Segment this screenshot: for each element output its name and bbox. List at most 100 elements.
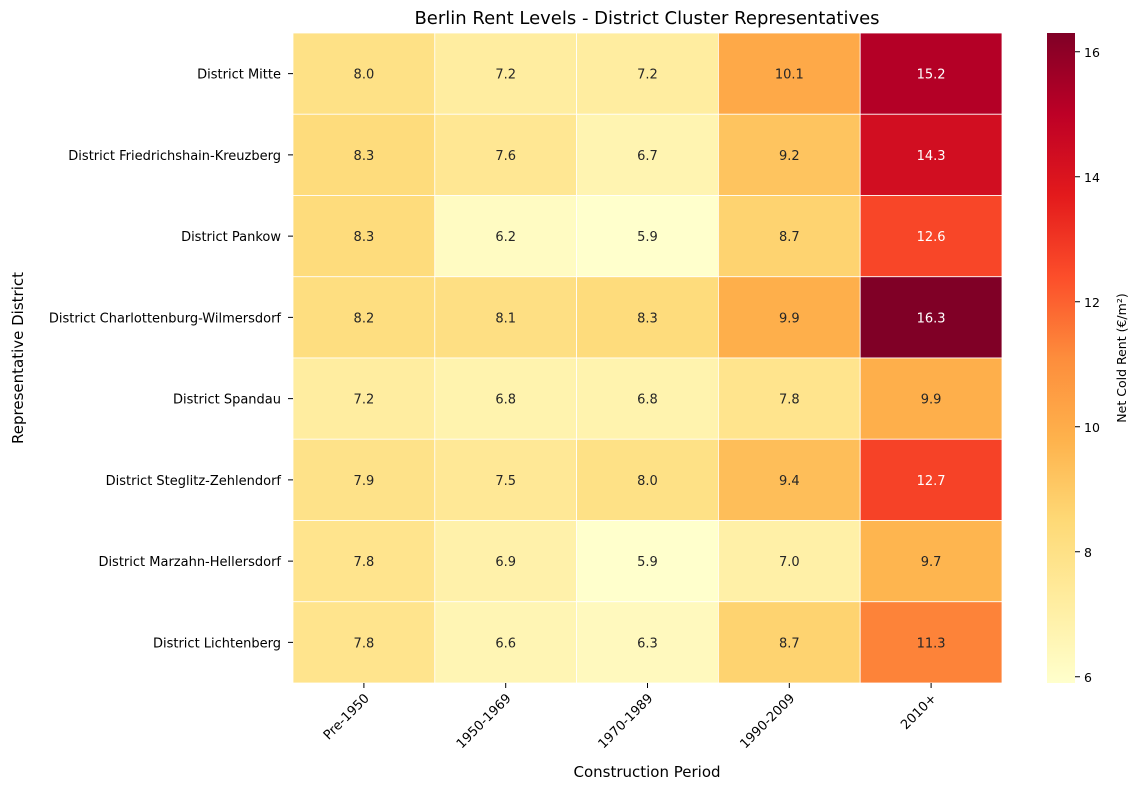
y-tick-label: District Marzahn-Hellersdorf bbox=[98, 555, 281, 570]
cell-value-label: 7.2 bbox=[354, 393, 375, 408]
x-tick-label: 1970-1989 bbox=[596, 691, 657, 752]
cell-value-label: 6.9 bbox=[495, 555, 516, 570]
cell-value-label: 7.5 bbox=[495, 474, 516, 489]
cell-value-label: 9.9 bbox=[921, 393, 942, 408]
y-tick-label: District Spandau bbox=[173, 393, 281, 408]
heatmap-cell bbox=[859, 357, 1003, 440]
heatmap-cell bbox=[434, 276, 577, 359]
cell-value-label: 8.1 bbox=[495, 311, 516, 326]
cell-value-label: 12.6 bbox=[917, 230, 946, 245]
colorbar bbox=[1047, 33, 1075, 683]
heatmap-cell bbox=[859, 195, 1003, 278]
y-tick-label: District Friedrichshain-Kreuzberg bbox=[68, 149, 281, 164]
cell-value-label: 8.0 bbox=[637, 474, 658, 489]
heatmap-cell bbox=[859, 276, 1003, 359]
cell-value-label: 7.0 bbox=[779, 555, 800, 570]
heatmap-cell bbox=[718, 195, 861, 278]
chart-title: Berlin Rent Levels - District Cluster Re… bbox=[414, 8, 879, 29]
heatmap-cells: 8.0 7.2 7.2 10.1 15.2 8.3 7.6 6.7 9.2 14.3 8.3 6.2 5… bbox=[292, 32, 1003, 684]
y-tick-label: District Steglitz-Zehlendorf bbox=[106, 474, 282, 489]
cell-value-label: 9.2 bbox=[779, 149, 800, 164]
cell-value-label: 7.8 bbox=[779, 393, 800, 408]
cell-value-label: 6.6 bbox=[495, 636, 516, 651]
x-tick-label: Pre-1950 bbox=[321, 691, 373, 743]
cell-value-label: 7.8 bbox=[354, 555, 375, 570]
x-axis-label: Construction Period bbox=[573, 763, 720, 781]
colorbar-tick-label: 14 bbox=[1084, 170, 1100, 185]
cell-value-label: 8.3 bbox=[637, 311, 658, 326]
heatmap-cell bbox=[859, 520, 1003, 603]
y-tick-label: District Pankow bbox=[181, 230, 281, 245]
cell-value-label: 7.9 bbox=[354, 474, 375, 489]
heatmap-cell bbox=[859, 601, 1003, 684]
cell-value-label: 7.2 bbox=[637, 68, 658, 83]
heatmap-cell bbox=[434, 32, 577, 115]
cell-value-label: 6.2 bbox=[495, 230, 516, 245]
colorbar-ticks: 6 8 10 12 14 16 bbox=[1075, 45, 1100, 685]
y-tick-label: District Lichtenberg bbox=[153, 636, 281, 651]
cell-value-label: 8.7 bbox=[779, 636, 800, 651]
cell-value-label: 7.8 bbox=[354, 636, 375, 651]
cell-value-label: 7.2 bbox=[495, 68, 516, 83]
heatmap-cell bbox=[292, 357, 436, 440]
cell-value-label: 10.1 bbox=[775, 68, 804, 83]
heatmap-cell bbox=[434, 195, 577, 278]
cell-value-label: 15.2 bbox=[917, 68, 946, 83]
colorbar-tick-label: 6 bbox=[1084, 670, 1092, 685]
heatmap-cell bbox=[718, 32, 861, 115]
heatmap-cell bbox=[576, 276, 719, 359]
cell-value-label: 6.8 bbox=[495, 393, 516, 408]
heatmap-cell bbox=[576, 195, 719, 278]
cell-value-label: 9.9 bbox=[779, 311, 800, 326]
cell-value-label: 8.0 bbox=[354, 68, 375, 83]
heatmap-cell bbox=[434, 357, 577, 440]
colorbar-tick-label: 10 bbox=[1084, 420, 1100, 435]
cell-value-label: 6.7 bbox=[637, 149, 658, 164]
y-tick-label: District Mitte bbox=[197, 68, 281, 83]
y-tick-label: District Charlottenburg-Wilmersdorf bbox=[49, 311, 282, 326]
colorbar-tick-label: 16 bbox=[1084, 45, 1100, 60]
x-tick-label: 2010+ bbox=[898, 691, 940, 733]
heatmap-cell bbox=[576, 438, 719, 521]
cell-value-label: 8.3 bbox=[354, 149, 375, 164]
cell-value-label: 16.3 bbox=[917, 311, 946, 326]
heatmap-cell bbox=[576, 357, 719, 440]
cell-value-label: 6.3 bbox=[637, 636, 658, 651]
colorbar-tick-label: 12 bbox=[1084, 295, 1100, 310]
cell-value-label: 8.2 bbox=[354, 311, 375, 326]
heatmap-cell bbox=[434, 601, 577, 684]
cell-value-label: 9.7 bbox=[921, 555, 942, 570]
heatmap-cell bbox=[718, 601, 861, 684]
heatmap-cell bbox=[718, 438, 861, 521]
cell-value-label: 11.3 bbox=[917, 636, 946, 651]
x-tick-label: 1990-2009 bbox=[737, 691, 798, 752]
heatmap-cell bbox=[859, 438, 1003, 521]
heatmap-cell bbox=[434, 438, 577, 521]
y-axis-ticks: District Mitte District Friedrichshain-Kr… bbox=[49, 68, 293, 651]
heatmap-cell bbox=[292, 601, 436, 684]
x-tick-label: 1950-1969 bbox=[454, 691, 515, 752]
heatmap-cell bbox=[718, 276, 861, 359]
cell-value-label: 5.9 bbox=[637, 555, 658, 570]
cell-value-label: 14.3 bbox=[917, 149, 946, 164]
cell-value-label: 12.7 bbox=[917, 474, 946, 489]
heatmap-cell bbox=[292, 32, 436, 115]
y-axis-label: Representative District bbox=[9, 272, 27, 444]
cell-value-label: 7.6 bbox=[495, 149, 516, 164]
heatmap-cell bbox=[859, 113, 1003, 196]
colorbar-tick-label: 8 bbox=[1084, 545, 1092, 560]
heatmap-cell bbox=[859, 32, 1003, 115]
cell-value-label: 8.3 bbox=[354, 230, 375, 245]
cell-value-label: 8.7 bbox=[779, 230, 800, 245]
heatmap-cell bbox=[576, 601, 719, 684]
heatmap-cell bbox=[576, 32, 719, 115]
x-axis-ticks: Pre-1950 1950-1969 1970-1989 1990-2009 2010+ bbox=[321, 683, 940, 752]
cell-value-label: 9.4 bbox=[779, 474, 800, 489]
cell-value-label: 6.8 bbox=[637, 393, 658, 408]
heatmap-cell bbox=[292, 520, 436, 603]
colorbar-label: Net Cold Rent (€/m²) bbox=[1114, 293, 1129, 422]
cell-value-label: 5.9 bbox=[637, 230, 658, 245]
heatmap-cell bbox=[292, 113, 436, 196]
heatmap-cell bbox=[576, 113, 719, 196]
